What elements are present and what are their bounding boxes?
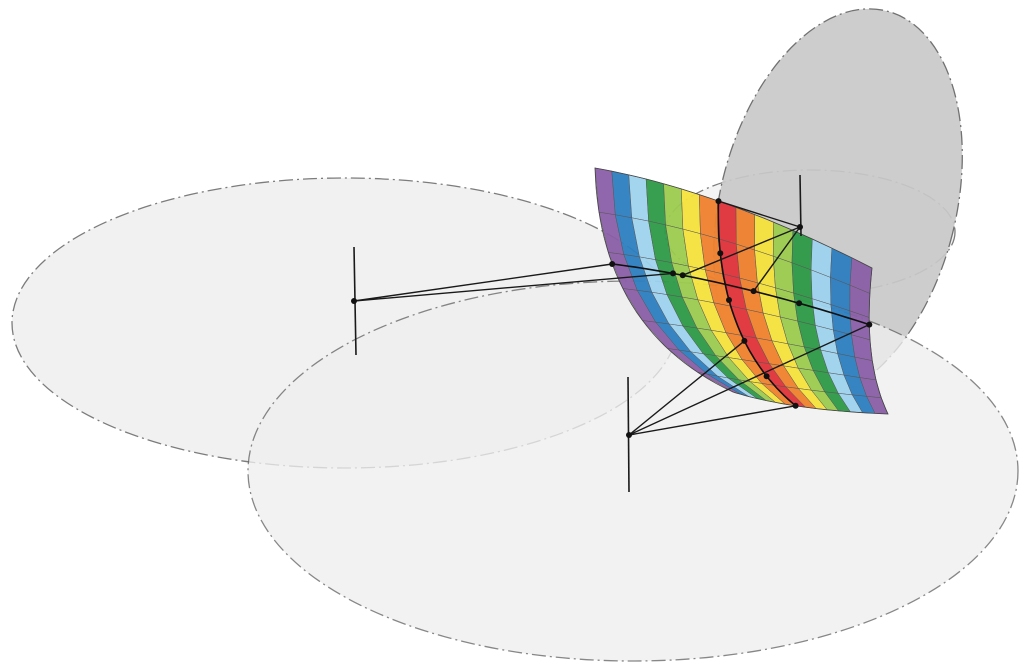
- connector-line: [718, 200, 801, 228]
- disk-bottom: [247, 280, 1019, 662]
- connector-line: [628, 405, 796, 436]
- vertex-point: [715, 198, 722, 205]
- vertex-points: [351, 198, 873, 438]
- connector-line: [753, 226, 801, 292]
- vertex-point: [750, 288, 757, 295]
- vertex-point: [796, 300, 803, 307]
- surface-cell: [717, 200, 737, 245]
- surface-cell: [628, 174, 649, 222]
- vertex-point: [626, 432, 632, 438]
- colored-saddle-surface: [594, 167, 889, 415]
- surface-cell: [645, 178, 666, 226]
- surface-cell: [736, 243, 758, 284]
- surface-cell: [681, 188, 701, 235]
- vertex-point: [741, 337, 748, 344]
- vertex-point: [726, 297, 732, 303]
- vertex-point: [670, 270, 676, 277]
- surface-cell: [699, 194, 719, 240]
- connector-line: [353, 263, 613, 302]
- vertex-point: [717, 250, 724, 257]
- connector-line: [682, 226, 801, 276]
- connector-line: [353, 272, 674, 302]
- vertex-point: [351, 298, 357, 304]
- vertex-point: [679, 272, 686, 279]
- surface-cell: [663, 183, 684, 230]
- vertex-point: [866, 321, 873, 328]
- surface-vertical-curve: [717, 201, 797, 407]
- vertex-point: [792, 402, 799, 409]
- vertex-point: [609, 261, 616, 267]
- surface-outline: [594, 167, 889, 415]
- surface-horizontal-curve: [612, 263, 870, 326]
- connector-line: [628, 323, 870, 436]
- surface-cell: [754, 249, 776, 289]
- vertex-point: [797, 224, 803, 230]
- vertex-point: [763, 373, 770, 380]
- connecting-lines: [353, 200, 870, 436]
- connector-line: [628, 340, 745, 436]
